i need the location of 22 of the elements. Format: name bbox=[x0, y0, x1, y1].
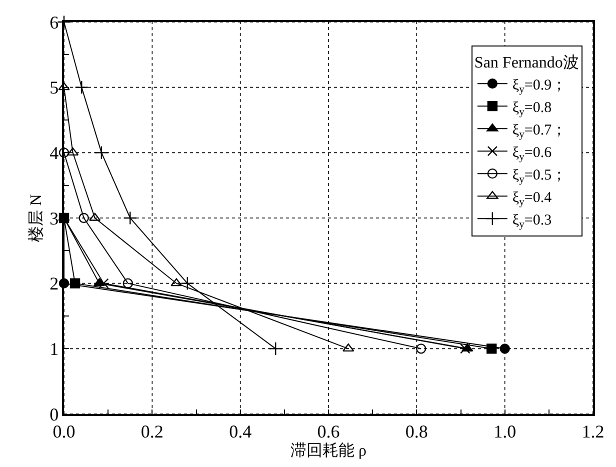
y-axis-title: 楼层 N bbox=[27, 194, 46, 242]
legend-label: ξ$_{y}$=0.8 bbox=[512, 100, 552, 118]
y-tick-label: 6 bbox=[50, 12, 59, 32]
y-tick-label: 3 bbox=[50, 208, 59, 228]
legend-label: ξ$_{y}$=0.5； bbox=[512, 167, 567, 186]
legend-label: ξ$_{y}$=0.3 bbox=[512, 212, 552, 231]
x-tick-label: 1.0 bbox=[494, 421, 516, 442]
y-tick-label: 4 bbox=[50, 142, 59, 163]
legend-label: ξ$_{y}$=0.6 bbox=[512, 144, 552, 164]
y-tick-label: 2 bbox=[50, 274, 59, 294]
x-tick-label: 0.2 bbox=[140, 421, 164, 442]
x-tick-label: 0.6 bbox=[317, 421, 340, 442]
legend-label: ξ$_{y}$=0.4 bbox=[512, 190, 552, 208]
legend-label: ξ$_{y}$=0.7； bbox=[512, 122, 567, 141]
y-tick-label: 5 bbox=[50, 78, 59, 98]
legend-label: ξ$_{y}$=0.9； bbox=[512, 77, 567, 96]
x-tick-label: 0.8 bbox=[405, 421, 428, 442]
y-tick-label: 1 bbox=[50, 338, 59, 359]
x-axis-title: 滞回耗能 ρ bbox=[290, 441, 367, 460]
x-tick-label: 1.2 bbox=[582, 421, 604, 442]
x-tick-label: 0.4 bbox=[229, 421, 252, 442]
legend-title: San Fernando波 bbox=[474, 53, 579, 72]
